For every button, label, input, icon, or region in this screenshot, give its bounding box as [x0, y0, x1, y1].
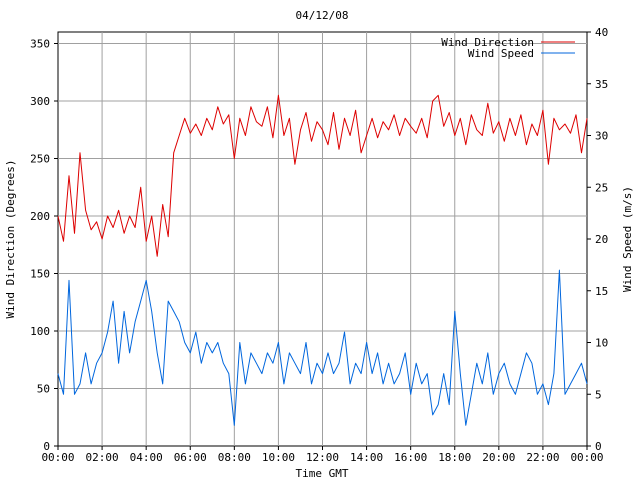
- y-right-tick-label: 5: [595, 388, 602, 401]
- x-tick-label: 16:00: [394, 451, 427, 464]
- grid: [58, 32, 587, 446]
- x-tick-label: 02:00: [86, 451, 119, 464]
- y-left-tick-label: 350: [30, 38, 50, 51]
- y-right-tick-label: 30: [595, 130, 608, 143]
- x-tick-label: 00:00: [570, 451, 603, 464]
- y-right-tick-label: 0: [595, 440, 602, 453]
- legend-label-wind-speed: Wind Speed: [468, 47, 534, 60]
- axes: 00:00 02:00 04:00 06:00 08:00 10:00 12:00 14:00…: [30, 26, 608, 464]
- legend: Wind Direction Wind Speed: [441, 36, 575, 60]
- x-tick-label: 22:00: [526, 451, 559, 464]
- y-left-tick-label: 0: [43, 440, 50, 453]
- y-right-tick-label: 35: [595, 78, 608, 91]
- x-axis-label: Time GMT: [296, 467, 349, 480]
- x-tick-label: 00:00: [41, 451, 74, 464]
- y-right-tick-label: 15: [595, 285, 608, 298]
- y-left-tick-label: 250: [30, 153, 50, 166]
- x-tick-label: 08:00: [218, 451, 251, 464]
- x-tick-label: 14:00: [350, 451, 383, 464]
- y-left-tick-label: 150: [30, 268, 50, 281]
- y-axis-left-label: Wind Direction (Degrees): [4, 160, 17, 319]
- series-line-wind-direction: [57, 94, 588, 257]
- y-left-tick-label: 50: [37, 383, 50, 396]
- x-tick-label: 10:00: [262, 451, 295, 464]
- series-layer: [57, 94, 588, 426]
- legend-label-wind-direction: Wind Direction: [441, 36, 534, 49]
- x-tick-label: 20:00: [482, 451, 515, 464]
- y-right-tick-label: 10: [595, 337, 608, 350]
- y-axis-right-label: Wind Speed (m/s): [621, 186, 634, 292]
- chart-title: 04/12/08: [296, 9, 349, 22]
- y-left-tick-label: 100: [30, 325, 50, 338]
- x-tick-label: 12:00: [306, 451, 339, 464]
- series-line-wind-speed: [57, 269, 588, 426]
- y-right-tick-label: 20: [595, 233, 608, 246]
- y-left-tick-label: 300: [30, 95, 50, 108]
- x-tick-label: 18:00: [438, 451, 471, 464]
- x-tick-label: 06:00: [174, 451, 207, 464]
- y-left-tick-label: 200: [30, 210, 50, 223]
- x-tick-label: 04:00: [130, 451, 163, 464]
- y-right-tick-label: 40: [595, 26, 608, 39]
- y-right-tick-label: 25: [595, 181, 608, 194]
